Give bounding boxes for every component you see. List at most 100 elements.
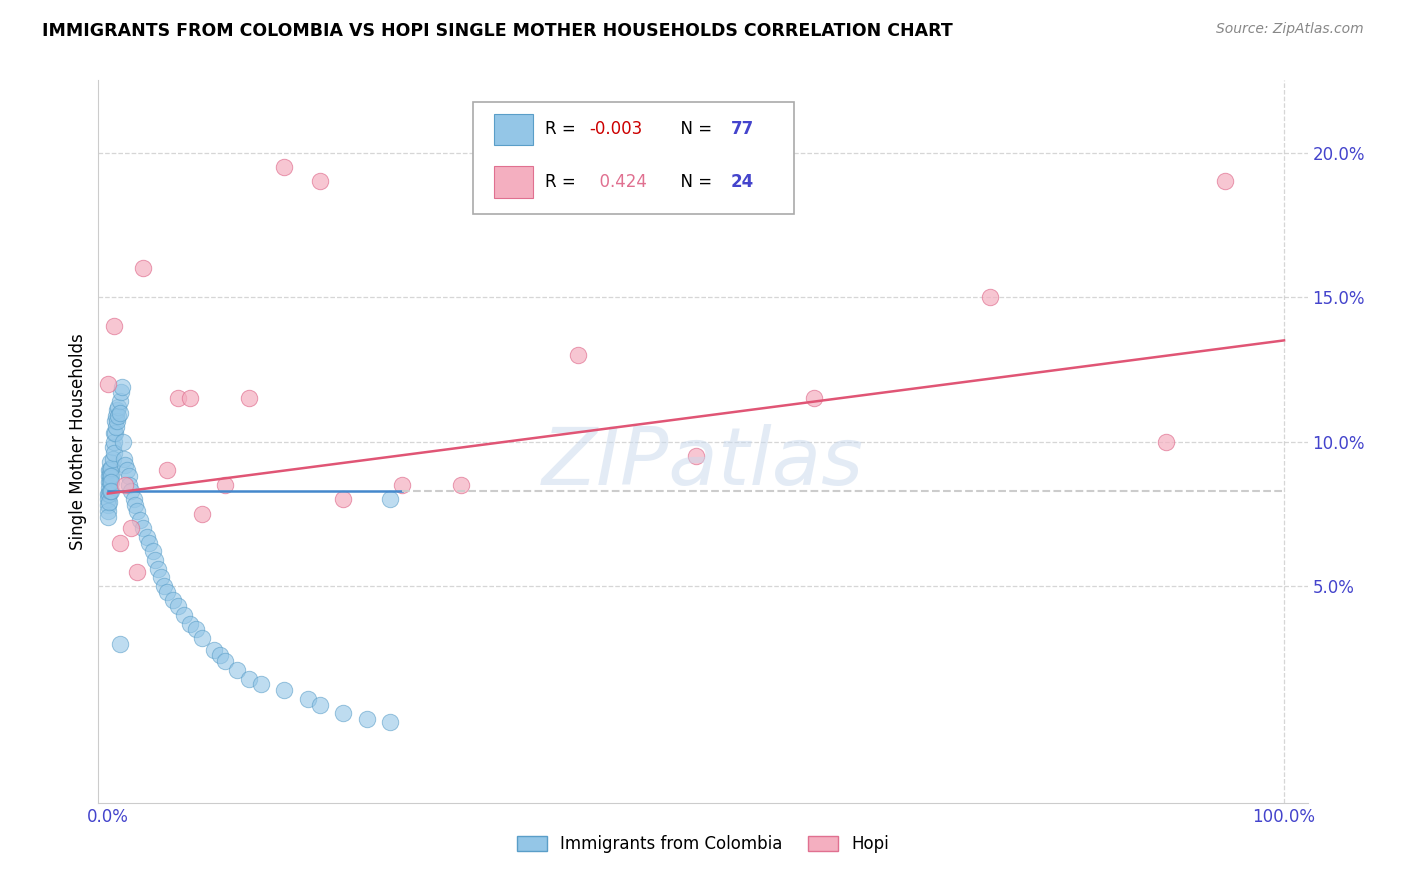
Point (127, 504, 149, 518)
Point (184, 623, 207, 637)
Point (391, 478, 413, 492)
Point (112, 434, 135, 449)
Point (567, 348, 589, 362)
Point (208, 648, 231, 663)
Point (332, 492, 354, 507)
Point (191, 507, 214, 521)
Point (238, 672, 260, 686)
Point (120, 521, 142, 535)
Text: R =: R = (544, 173, 581, 191)
Point (103, 446, 125, 460)
Point (114, 458, 136, 472)
Point (105, 420, 128, 434)
Text: 0.424: 0.424 (589, 173, 647, 191)
Point (97, 504, 120, 518)
Point (979, 290, 1001, 304)
Point (308, 698, 330, 712)
Point (378, 714, 401, 729)
Point (108, 535, 131, 549)
Point (179, 616, 201, 631)
Text: -0.003: -0.003 (589, 120, 643, 138)
Point (97, 486, 120, 500)
Point (108, 637, 131, 651)
Point (118, 478, 141, 492)
Point (273, 160, 295, 174)
Text: 24: 24 (731, 173, 754, 191)
Point (100, 469, 122, 483)
Point (450, 478, 472, 492)
Point (111, 379, 134, 393)
Point (173, 607, 195, 622)
Text: Source: ZipAtlas.com: Source: ZipAtlas.com (1216, 22, 1364, 37)
Point (148, 562, 170, 576)
Point (105, 402, 128, 417)
FancyBboxPatch shape (474, 102, 793, 214)
Point (132, 261, 155, 276)
Point (167, 599, 190, 614)
Legend: Immigrants from Colombia, Hopi: Immigrants from Colombia, Hopi (510, 828, 896, 860)
Point (97, 509, 120, 524)
Text: R =: R = (544, 120, 581, 138)
Point (179, 391, 201, 405)
Point (114, 478, 136, 492)
Point (1213, 174, 1236, 188)
Point (103, 434, 125, 449)
Point (143, 553, 166, 567)
Point (202, 642, 225, 657)
Point (138, 535, 160, 549)
Point (112, 451, 135, 466)
Point (110, 385, 132, 400)
Point (98, 495, 121, 509)
Text: ZIPatlas: ZIPatlas (541, 425, 865, 502)
Point (105, 409, 128, 423)
Point (108, 406, 131, 420)
Text: N =: N = (671, 173, 717, 191)
Point (149, 570, 172, 584)
Point (104, 425, 127, 440)
Point (141, 544, 163, 558)
Point (332, 706, 354, 721)
Point (103, 318, 125, 333)
Point (378, 492, 401, 507)
Point (128, 512, 150, 526)
Point (98, 463, 121, 477)
Point (118, 469, 141, 483)
FancyBboxPatch shape (494, 113, 533, 145)
Text: 77: 77 (731, 120, 754, 138)
Text: N =: N = (671, 120, 717, 138)
Point (132, 521, 155, 535)
Point (105, 414, 128, 428)
Point (97, 492, 120, 507)
Point (98, 455, 121, 469)
Point (167, 391, 190, 405)
Point (214, 654, 236, 668)
Point (98, 463, 121, 477)
Point (297, 691, 319, 706)
Point (100, 483, 122, 498)
FancyBboxPatch shape (494, 166, 533, 198)
Point (98, 486, 121, 500)
Point (156, 463, 179, 477)
Point (214, 478, 236, 492)
Point (124, 498, 146, 512)
Point (98, 483, 121, 498)
Point (98, 475, 121, 489)
Point (249, 677, 271, 691)
Point (100, 460, 122, 475)
Point (135, 530, 157, 544)
Point (103, 425, 125, 440)
Point (273, 683, 295, 698)
Point (122, 492, 145, 507)
Point (153, 579, 176, 593)
Point (803, 391, 825, 405)
Point (98, 475, 121, 489)
Y-axis label: Single Mother Households: Single Mother Households (69, 334, 87, 549)
Point (101, 440, 124, 454)
Point (127, 565, 149, 579)
Point (356, 712, 378, 726)
Point (156, 584, 179, 599)
Point (100, 475, 122, 489)
Point (104, 414, 127, 428)
Point (120, 483, 142, 498)
Point (115, 463, 138, 477)
